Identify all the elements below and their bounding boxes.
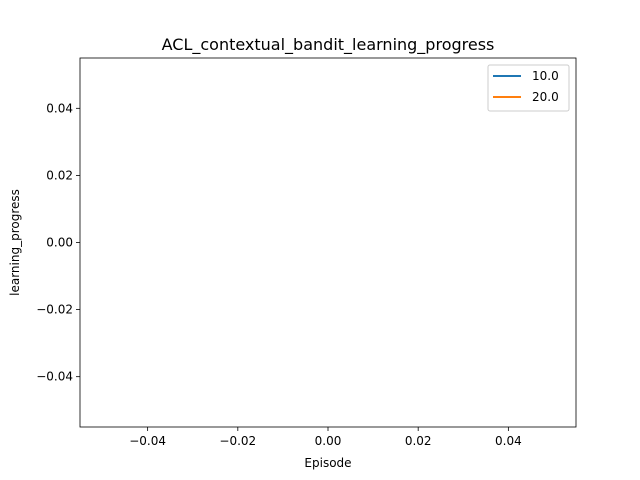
plot-background	[80, 58, 576, 427]
y-tick-label: 0.04	[46, 101, 73, 115]
legend-label-1: 10.0	[532, 69, 559, 83]
plot-area	[79, 57, 577, 428]
x-tick-label: −0.02	[219, 434, 256, 448]
y-axis-label: learning_progress	[8, 189, 22, 296]
y-tick-label: −0.04	[36, 370, 73, 384]
y-axis: −0.04 −0.02 0.00 0.02 0.04	[36, 101, 80, 384]
x-tick-label: −0.04	[129, 434, 166, 448]
x-tick-label: 0.04	[495, 434, 522, 448]
chart-title: ACL_contextual_bandit_learning_progress	[162, 35, 495, 55]
x-axis: −0.04 −0.02 0.00 0.02 0.04	[129, 427, 522, 448]
y-tick-label: 0.02	[46, 168, 73, 182]
legend: 10.0 20.0	[487, 64, 570, 112]
x-tick-label: 0.02	[405, 434, 432, 448]
y-tick-label: 0.00	[46, 236, 73, 250]
legend-label-2: 20.0	[532, 90, 559, 104]
y-tick-label: −0.02	[36, 303, 73, 317]
x-tick-label: 0.00	[315, 434, 342, 448]
x-axis-label: Episode	[304, 456, 351, 470]
